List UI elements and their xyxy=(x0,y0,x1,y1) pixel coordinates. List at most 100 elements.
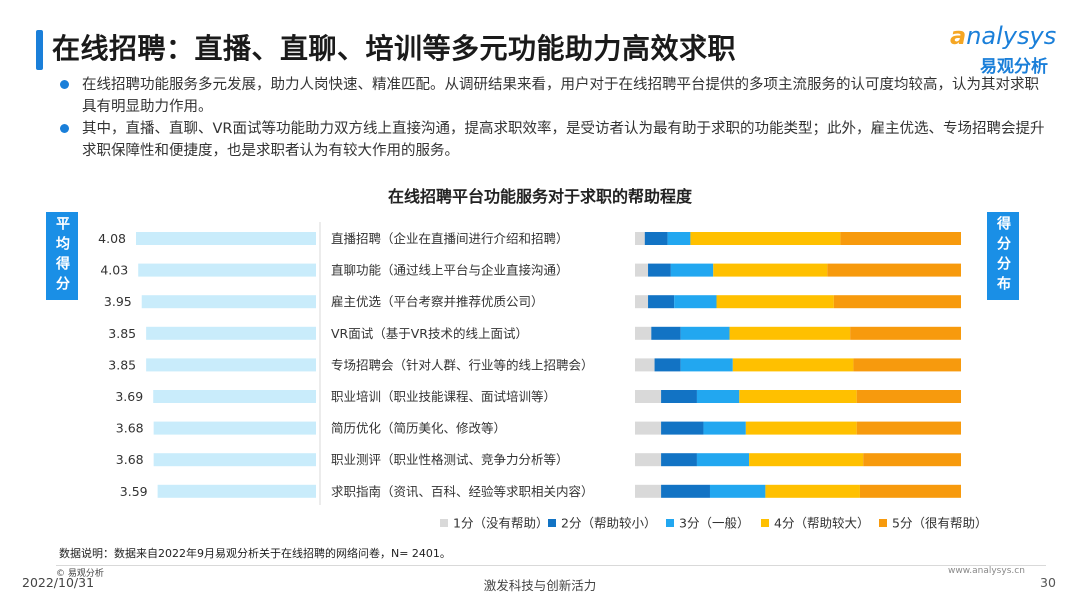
bullet-item: 其中，直播、直聊、VR面试等功能助力双方线上直接沟通，提高求职效率，是受访者认为… xyxy=(56,118,1046,162)
distribution-segment xyxy=(667,232,691,245)
avg-score-bar xyxy=(153,390,316,403)
distribution-segment xyxy=(644,232,668,245)
distribution-segment xyxy=(635,453,662,467)
footer-slogan: 激发科技与创新活力 xyxy=(483,578,597,593)
category-label: VR面试（基于VR技术的线上面试） xyxy=(331,326,528,341)
bullet-text: 其中，直播、直聊、VR面试等功能助力双方线上直接沟通，提高求职效率，是受访者认为… xyxy=(82,121,1045,159)
legend-label: 4分（帮助较大） xyxy=(774,516,869,531)
avg-score-label: 3.68 xyxy=(116,452,144,467)
distribution-segment xyxy=(635,263,649,277)
bullet-dot-icon xyxy=(60,80,69,89)
data-note: 数据说明：数据来自2022年9月易观分析关于在线招聘的网络问卷，N= 2401。 xyxy=(59,547,451,560)
distribution-segment xyxy=(840,232,961,245)
report-date: 2022/10/31 xyxy=(22,575,95,590)
legend-swatch xyxy=(548,519,556,527)
avg-score-label: 3.95 xyxy=(104,294,132,309)
distribution-segment xyxy=(635,295,649,309)
page-number: 30 xyxy=(1040,575,1056,590)
avg-score-bar xyxy=(146,326,316,340)
distribution-segment xyxy=(850,326,961,340)
distribution-segment xyxy=(661,484,710,498)
avg-score-label: 4.03 xyxy=(100,263,128,278)
copyright: © 易观分析 xyxy=(56,569,104,579)
distribution-segment xyxy=(827,263,961,277)
legend-swatch xyxy=(666,519,674,527)
avg-score-label: 3.69 xyxy=(115,389,143,404)
distribution-segment xyxy=(713,263,828,277)
distribution-segment xyxy=(674,295,717,309)
legend-label: 3分（一般） xyxy=(679,516,749,531)
category-label: 直聊功能（通过线上平台与企业直接沟通） xyxy=(331,263,569,278)
avg-score-bar xyxy=(153,421,316,435)
distribution-segment xyxy=(670,263,714,277)
legend-label: 5分（很有帮助） xyxy=(892,516,987,531)
distribution-segment xyxy=(635,326,652,340)
avg-score-label: 3.59 xyxy=(120,484,148,499)
distribution-segment xyxy=(680,358,733,372)
category-label: 简历优化（简历美化、修改等） xyxy=(331,421,506,436)
distribution-segment xyxy=(833,295,961,309)
title-accent-bar xyxy=(36,30,43,70)
distribution-segment xyxy=(709,484,766,498)
bullet-item: 在线招聘功能服务多元发展，助力人岗快速、精准匹配。从调研结果来看，用户对于在线招… xyxy=(56,74,1046,118)
distribution-segment xyxy=(648,263,671,277)
distribution-segment xyxy=(856,421,961,435)
distribution-segment xyxy=(853,358,961,372)
footer-divider xyxy=(56,565,1046,566)
avg-score-label: 4.08 xyxy=(98,231,126,246)
distribution-segment xyxy=(661,390,697,403)
distribution-segment xyxy=(732,358,854,372)
distribution-segment xyxy=(690,232,841,245)
page-title: 在线招聘：直播、直聊、培训等多元功能助力高效求职 xyxy=(52,32,737,65)
distribution-segment xyxy=(765,484,860,498)
distribution-segment xyxy=(729,326,851,340)
distribution-segment xyxy=(635,484,662,498)
distribution-segment xyxy=(654,358,681,372)
distribution-segment xyxy=(716,295,834,309)
distribution-segment xyxy=(745,421,857,435)
site-url: www.analysys.cn xyxy=(948,566,1025,576)
avg-score-label: 3.85 xyxy=(108,357,136,372)
legend-label: 1分（没有帮助） xyxy=(453,516,548,531)
legend-label: 2分（帮助较小） xyxy=(561,516,656,531)
logo-chinese: 易观分析 xyxy=(980,57,1048,77)
distribution-segment xyxy=(651,326,681,340)
category-label: 雇主优选（平台考察并推荐优质公司） xyxy=(331,294,544,309)
avg-score-bar xyxy=(157,484,316,498)
bullet-dot-icon xyxy=(60,124,69,133)
distribution-segment xyxy=(635,390,662,403)
distribution-segment xyxy=(696,453,750,467)
distribution-segment xyxy=(648,295,675,309)
distribution-segment xyxy=(635,358,655,372)
summary-bullets: 在线招聘功能服务多元发展，助力人岗快速、精准匹配。从调研结果来看，用户对于在线招… xyxy=(56,74,1046,162)
distribution-segment xyxy=(749,453,864,467)
distribution-segment xyxy=(863,453,961,467)
distribution-segment xyxy=(680,326,730,340)
avg-score-label: 3.85 xyxy=(108,326,136,341)
brand-logo: analysys 易观分析 xyxy=(950,22,1062,82)
avg-score-bar xyxy=(146,358,316,372)
distribution-segment xyxy=(661,453,697,467)
chart-title: 在线招聘平台功能服务对于求职的帮助程度 xyxy=(387,187,692,206)
category-label: 直播招聘（企业在直播间进行介绍和招聘） xyxy=(331,231,569,246)
distribution-segment xyxy=(661,421,704,435)
distribution-segment xyxy=(739,390,857,403)
category-label: 职业测评（职业性格测试、竞争力分析等） xyxy=(331,452,569,467)
distribution-segment xyxy=(856,390,961,403)
category-label: 专场招聘会（针对人群、行业等的线上招聘会） xyxy=(331,357,594,372)
distribution-segment xyxy=(703,421,746,435)
avg-score-bar xyxy=(141,295,316,309)
legend-swatch xyxy=(879,519,887,527)
avg-score-label: 3.68 xyxy=(116,421,144,436)
logo-initial: a xyxy=(950,22,967,50)
bullet-text: 在线招聘功能服务多元发展，助力人岗快速、精准匹配。从调研结果来看，用户对于在线招… xyxy=(82,77,1039,115)
distribution-segment xyxy=(635,232,645,245)
avg-score-bar xyxy=(153,453,316,467)
legend-swatch xyxy=(440,519,448,527)
distribution-tag: 得分分布 xyxy=(987,212,1019,300)
logo-wordmark: analysys xyxy=(950,22,1056,50)
avg-score-bar xyxy=(138,263,316,277)
logo-text: nalysys xyxy=(966,22,1057,50)
distribution-segment xyxy=(696,390,740,403)
